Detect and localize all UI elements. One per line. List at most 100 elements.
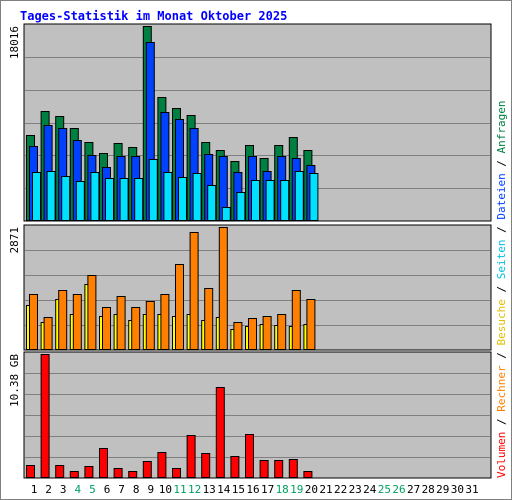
- legend-item-seiten: Seiten: [495, 240, 508, 280]
- bar-volumen-day-7: [113, 468, 123, 478]
- bar-seiten-day-6: [105, 178, 114, 221]
- bar-volumen-day-14: [215, 387, 225, 478]
- x-tick-label: 21: [319, 483, 332, 496]
- bar-volumen-day-6: [99, 448, 108, 478]
- bar-volumen-day-17: [259, 460, 269, 478]
- bar-seiten-day-8: [134, 178, 144, 221]
- x-tick-label: 17: [261, 483, 274, 496]
- bar-volumen-day-3: [55, 465, 65, 478]
- legend-separator: /: [495, 220, 508, 240]
- x-tick-label: 8: [133, 483, 140, 496]
- bar-seiten-day-5: [90, 172, 100, 221]
- legend-separator: /: [495, 346, 508, 366]
- bar-seiten-day-14: [221, 207, 231, 221]
- bar-seiten-day-3: [61, 176, 71, 221]
- bar-volumen-day-18: [274, 460, 284, 478]
- chart-panels: 18016 2871 10.38 GB: [8, 23, 492, 479]
- bar-volumen-day-8: [128, 471, 138, 478]
- bar-volumen-day-5: [84, 466, 94, 478]
- legend-separator: /: [495, 412, 508, 432]
- x-tick-label: 3: [60, 483, 67, 496]
- x-tick-label: 13: [203, 483, 216, 496]
- x-tick-label: 7: [118, 483, 125, 496]
- bar-rechner-day-1: [29, 294, 38, 350]
- x-tick-label: 23: [349, 483, 362, 496]
- bar-seiten-day-9: [148, 159, 158, 221]
- bar-seiten-day-7: [119, 178, 129, 221]
- bar-rechner-day-17: [262, 316, 272, 350]
- bar-seiten-day-10: [163, 172, 173, 221]
- x-tick-label: 20: [305, 483, 318, 496]
- bar-rechner-day-9: [145, 301, 155, 350]
- bar-volumen-day-1: [26, 465, 35, 478]
- bar-seiten-day-13: [207, 185, 217, 221]
- x-tick-label: 1: [31, 483, 38, 496]
- bar-volumen-day-9: [142, 461, 152, 478]
- x-tick-label: 27: [407, 483, 420, 496]
- x-tick-label: 9: [147, 483, 154, 496]
- bar-rechner-day-2: [43, 317, 53, 350]
- panel-requests-files-pages: 18016: [8, 23, 492, 222]
- bar-seiten-day-20: [309, 173, 319, 221]
- series-seiten: [32, 159, 319, 221]
- series-rechner: [29, 227, 316, 350]
- bar-volumen-day-11: [172, 468, 181, 478]
- bar-rechner-day-5: [87, 275, 97, 350]
- bar-seiten-day-18: [280, 180, 290, 221]
- legend-item-besuche: Besuche: [495, 299, 508, 345]
- bar-rechner-day-20: [306, 299, 316, 350]
- x-tick-label: 19: [290, 483, 303, 496]
- legend-separator: /: [495, 279, 508, 299]
- x-tick-label: 28: [422, 483, 435, 496]
- bar-seiten-day-12: [192, 173, 202, 221]
- x-tick-label: 25: [378, 483, 391, 496]
- x-tick-label: 4: [74, 483, 81, 496]
- bar-seiten-day-4: [75, 181, 85, 221]
- x-tick-label: 15: [232, 483, 245, 496]
- bar-seiten-day-16: [251, 180, 260, 221]
- x-tick-label: 14: [217, 483, 231, 496]
- bar-rechner-day-3: [58, 290, 68, 350]
- x-tick-label: 12: [188, 483, 201, 496]
- legend-item-rechner: Rechner: [495, 365, 508, 412]
- legend-item-volumen: Volumen: [495, 432, 508, 478]
- bar-volumen-day-2: [40, 354, 50, 478]
- bar-volumen-day-12: [186, 435, 196, 478]
- panel-visits-hosts: 2871: [8, 224, 492, 351]
- panel-max-label: 18016: [8, 26, 21, 59]
- series-volumen: [26, 354, 313, 478]
- bar-seiten-day-19: [294, 171, 304, 221]
- bar-rechner-day-13: [204, 288, 214, 350]
- panel-volume: 10.38 GB: [8, 351, 492, 479]
- bar-volumen-day-4: [69, 471, 79, 478]
- x-tick-label: 16: [246, 483, 259, 496]
- x-tick-label: 18: [276, 483, 289, 496]
- x-tick-label: 31: [465, 483, 478, 496]
- panel-max-label: 2871: [8, 227, 21, 254]
- bar-volumen-day-16: [245, 434, 254, 478]
- bar-rechner-day-10: [160, 294, 170, 350]
- bar-volumen-day-20: [303, 471, 313, 478]
- bar-rechner-day-11: [175, 264, 184, 350]
- panel-max-label: 10.38 GB: [8, 354, 21, 407]
- x-tick-label: 5: [89, 483, 96, 496]
- x-tick-label: 29: [436, 483, 449, 496]
- bar-seiten-day-1: [32, 172, 41, 221]
- x-tick-label: 6: [104, 483, 111, 496]
- bar-seiten-day-17: [265, 180, 275, 221]
- bar-seiten-day-15: [236, 192, 246, 221]
- x-tick-label: 2: [45, 483, 52, 496]
- x-axis-day-labels: 1 2 3 4 5 6 7 8 9 10 11 12 13 14 15 16 17 18 19 20 21 22 23 24 2…: [31, 483, 479, 496]
- bar-rechner-day-7: [116, 296, 126, 350]
- bar-rechner-day-16: [248, 318, 257, 350]
- bar-volumen-day-15: [230, 456, 240, 478]
- legend-item-anfragen: Anfragen: [495, 100, 508, 153]
- bar-rechner-day-6: [102, 307, 111, 350]
- x-tick-label: 26: [392, 483, 405, 496]
- bar-rechner-day-18: [277, 314, 287, 350]
- bar-rechner-day-19: [291, 290, 301, 350]
- chart-title: Tages-Statistik im Monat Oktober 2025: [20, 9, 287, 23]
- x-tick-label: 30: [451, 483, 464, 496]
- bar-rechner-day-15: [233, 322, 243, 350]
